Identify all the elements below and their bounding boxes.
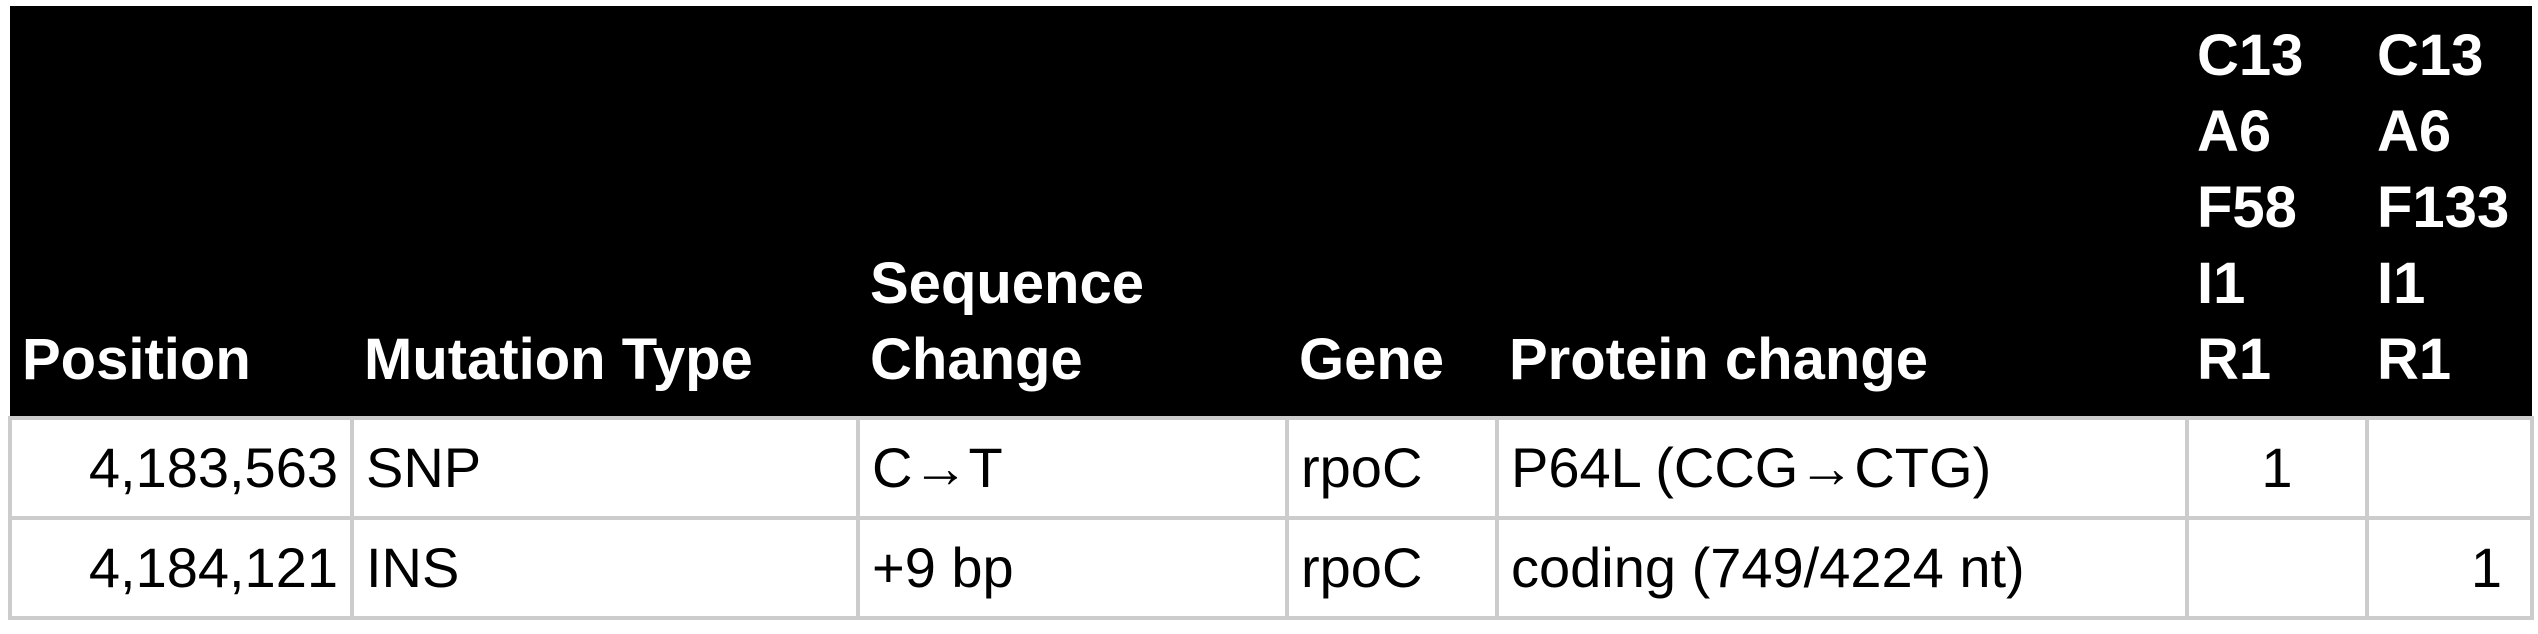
header-sample-f58: C13 A6 F58 I1 R1 xyxy=(2187,6,2367,418)
header-row: Position Mutation Type Sequence Change G… xyxy=(10,6,2532,418)
table-row: 4,184,121 INS +9 bp rpoC coding (749/422… xyxy=(8,516,2534,620)
header-gene: Gene xyxy=(1287,6,1497,418)
cell-sample-f133 xyxy=(2365,416,2534,520)
cell-gene: rpoC xyxy=(1285,516,1499,620)
cell-protein-change: P64L (CCG→CTG) xyxy=(1495,416,2189,520)
header-position: Position xyxy=(10,6,352,418)
table-row: 4,183,563 SNP C→T rpoC P64L (CCG→CTG) 1 xyxy=(8,416,2534,520)
cell-sequence-change: +9 bp xyxy=(856,516,1289,620)
cell-sequence-change: C→T xyxy=(856,416,1289,520)
cell-sample-f133: 1 xyxy=(2365,516,2534,620)
header-protein-change: Protein change xyxy=(1497,6,2187,418)
header-sample-f133: C13 A6 F133 I1 R1 xyxy=(2367,6,2532,418)
mutation-table: Position Mutation Type Sequence Change G… xyxy=(8,6,2534,620)
cell-protein-change: coding (749/4224 nt) xyxy=(1495,516,2189,620)
cell-position: 4,184,121 xyxy=(8,516,354,620)
cell-sample-f58 xyxy=(2185,516,2369,620)
header-mutation-type: Mutation Type xyxy=(352,6,858,418)
table-header: Position Mutation Type Sequence Change G… xyxy=(10,6,2532,418)
cell-mutation-type: INS xyxy=(350,516,860,620)
header-sequence-change: Sequence Change xyxy=(858,6,1287,418)
cell-gene: rpoC xyxy=(1285,416,1499,520)
table-body: 4,183,563 SNP C→T rpoC P64L (CCG→CTG) 1 … xyxy=(8,416,2534,620)
cell-position: 4,183,563 xyxy=(8,416,354,520)
cell-sample-f58: 1 xyxy=(2185,416,2369,520)
cell-mutation-type: SNP xyxy=(350,416,860,520)
